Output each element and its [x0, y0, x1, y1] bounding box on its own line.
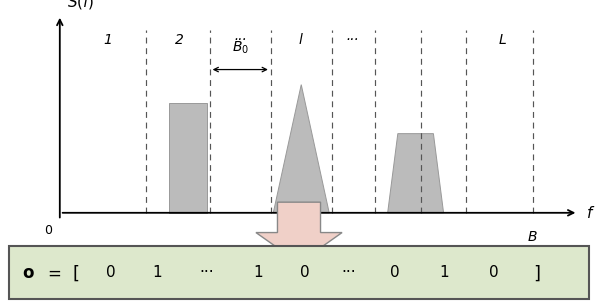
Text: $S(f)$: $S(f)$: [68, 0, 95, 11]
Text: $B$: $B$: [527, 230, 538, 244]
Text: ···: ···: [346, 33, 359, 47]
Text: ···: ···: [234, 33, 247, 47]
FancyBboxPatch shape: [9, 246, 589, 299]
Text: 0: 0: [44, 224, 52, 237]
Polygon shape: [388, 134, 444, 213]
Text: $\mathbf{o}$: $\mathbf{o}$: [22, 264, 35, 282]
Text: $L$: $L$: [498, 33, 507, 47]
Bar: [169, 103, 207, 213]
Text: $B_0$: $B_0$: [232, 40, 249, 56]
Text: 0: 0: [106, 265, 115, 280]
Text: 2: 2: [175, 33, 184, 47]
Text: ···: ···: [341, 265, 356, 280]
Text: $[$: $[$: [72, 263, 80, 283]
Text: $]$: $]$: [533, 263, 541, 283]
Text: 0: 0: [300, 265, 310, 280]
Text: 1: 1: [103, 33, 112, 47]
Text: $f$: $f$: [586, 205, 595, 221]
Text: 0: 0: [390, 265, 399, 280]
Polygon shape: [256, 202, 342, 263]
Text: 1: 1: [254, 265, 263, 280]
Polygon shape: [273, 85, 329, 213]
Text: 1: 1: [439, 265, 449, 280]
Text: $l$: $l$: [298, 32, 304, 47]
Text: 0: 0: [489, 265, 498, 280]
Text: 1: 1: [152, 265, 161, 280]
Text: $=$: $=$: [44, 264, 61, 282]
Text: ···: ···: [199, 265, 213, 280]
